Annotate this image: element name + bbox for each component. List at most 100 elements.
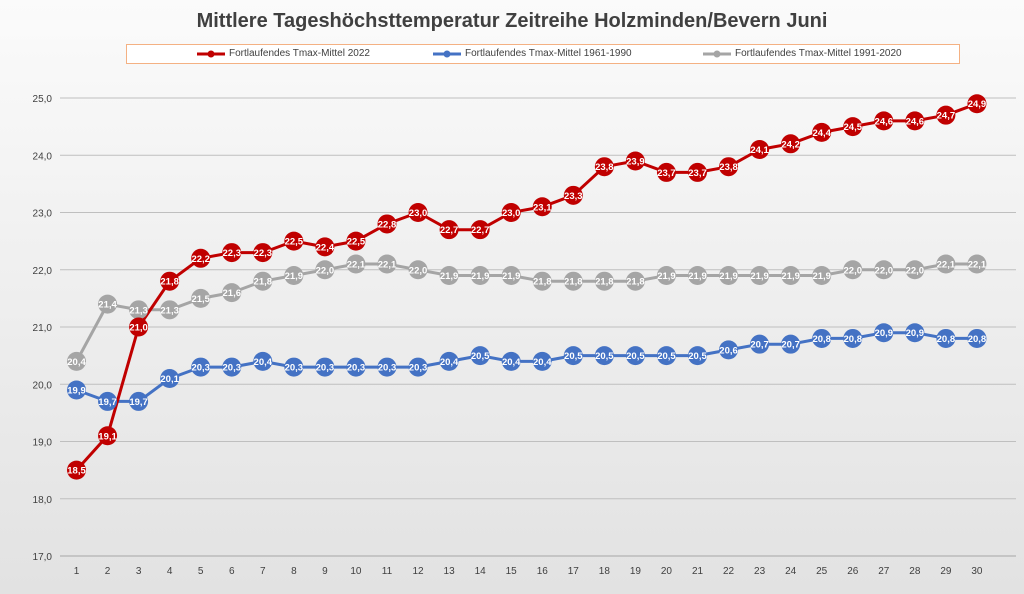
data-label-2022: 24,9 (968, 99, 987, 110)
data-point-2022 (625, 151, 645, 171)
data-point-1961-1990 (563, 346, 583, 366)
data-label-1991-2020: 22,0 (875, 265, 894, 276)
data-label-2022: 24,7 (937, 111, 956, 122)
x-tick-label: 25 (816, 566, 828, 577)
data-point-1991-2020 (253, 271, 273, 291)
data-label-2022: 23,8 (595, 162, 614, 173)
data-point-2022 (470, 220, 490, 240)
x-tick-label: 17 (568, 566, 580, 577)
data-label-2022: 23,0 (409, 208, 428, 219)
data-label-2022: 23,9 (626, 156, 645, 167)
data-label-1991-2020: 21,9 (781, 271, 800, 282)
data-point-2022 (408, 203, 428, 222)
data-point-2022 (688, 162, 707, 182)
data-label-1961-1990: 19,7 (98, 397, 117, 408)
x-tick-label: 11 (382, 566, 393, 577)
data-point-1991-2020 (656, 265, 676, 285)
data-point-1961-1990 (625, 346, 645, 366)
data-label-2022: 24,6 (906, 116, 925, 127)
data-point-2022 (129, 317, 149, 337)
data-label-1961-1990: 20,9 (875, 328, 894, 339)
legend-label-1961-1990: Fortlaufendes Tmax-Mittel 1961-1990 (465, 48, 632, 59)
x-tick-label: 15 (506, 566, 518, 577)
data-point-1991-2020 (222, 283, 242, 303)
data-label-1991-2020: 21,8 (564, 277, 583, 288)
data-label-1991-2020: 21,9 (657, 271, 676, 282)
data-label-1991-2020: 21,9 (502, 271, 521, 282)
chart-title: Mittlere Tageshöchsttemperatur Zeitreihe… (196, 10, 828, 32)
data-point-1961-1990 (750, 334, 770, 354)
data-point-1961-1990 (408, 357, 428, 377)
y-tick-label: 19,0 (33, 438, 53, 449)
data-label-1961-1990: 20,5 (471, 351, 490, 362)
data-label-1991-2020: 21,9 (688, 271, 707, 282)
data-point-1991-2020 (719, 265, 739, 285)
x-tick-label: 13 (444, 566, 456, 577)
data-label-1991-2020: 21,8 (533, 277, 552, 288)
y-tick-label: 24,0 (33, 151, 53, 162)
data-label-1961-1990: 20,3 (347, 363, 366, 374)
x-tick-label: 4 (167, 566, 173, 577)
x-tick-label: 16 (537, 566, 549, 577)
data-label-1961-1990: 20,5 (657, 351, 676, 362)
data-point-1961-1990 (284, 357, 304, 377)
data-label-1961-1990: 20,8 (812, 334, 831, 345)
data-label-1991-2020: 21,3 (160, 305, 179, 316)
data-point-1991-2020 (781, 265, 801, 285)
data-point-1991-2020 (191, 288, 211, 308)
data-point-1961-1990 (439, 351, 459, 371)
data-point-1991-2020 (501, 265, 521, 285)
data-label-1991-2020: 21,4 (98, 300, 117, 311)
data-label-1991-2020: 22,0 (409, 265, 428, 276)
data-label-1961-1990: 20,7 (781, 340, 800, 351)
data-point-1991-2020 (750, 265, 770, 285)
data-label-2022: 23,7 (688, 168, 707, 179)
x-tick-label: 30 (971, 566, 983, 577)
data-label-2022: 23,0 (502, 208, 521, 219)
x-tick-label: 3 (136, 566, 142, 577)
data-point-1991-2020 (812, 265, 832, 285)
data-label-1961-1990: 20,1 (160, 374, 179, 385)
data-point-1991-2020 (843, 260, 863, 280)
data-label-1991-2020: 21,5 (191, 294, 210, 305)
series-line-1961-1990 (75, 331, 977, 403)
data-label-1991-2020: 21,9 (471, 271, 490, 282)
y-tick-label: 23,0 (33, 209, 53, 220)
data-point-1961-1990 (781, 334, 801, 354)
data-point-2022 (719, 157, 739, 177)
data-point-2022 (439, 220, 459, 240)
data-point-2022 (98, 426, 118, 446)
x-tick-label: 5 (198, 566, 204, 577)
data-point-1961-1990 (656, 346, 676, 366)
data-point-1961-1990 (967, 328, 987, 348)
data-point-2022 (222, 243, 242, 263)
data-point-1991-2020 (874, 260, 894, 280)
data-label-1991-2020: 21,3 (129, 305, 148, 316)
legend-label-1991-2020: Fortlaufendes Tmax-Mittel 1991-2020 (735, 48, 902, 59)
legend-label-2022: Fortlaufendes Tmax-Mittel 2022 (229, 48, 370, 59)
x-tick-label: 27 (878, 566, 890, 577)
x-tick-label: 22 (723, 566, 735, 577)
x-tick-label: 21 (692, 566, 704, 577)
x-tick-label: 14 (475, 566, 487, 577)
data-label-2022: 22,5 (285, 237, 304, 248)
data-point-1961-1990 (129, 391, 149, 411)
data-label-2022: 18,5 (67, 466, 86, 477)
data-label-1961-1990: 20,6 (719, 345, 738, 356)
data-label-1961-1990: 20,5 (688, 351, 707, 362)
data-point-2022 (67, 460, 86, 480)
data-point-1961-1990 (377, 357, 397, 377)
data-label-1991-2020: 21,6 (223, 288, 242, 299)
data-point-1991-2020 (160, 300, 180, 320)
data-point-1991-2020 (532, 271, 552, 291)
data-label-1991-2020: 22,0 (844, 265, 863, 276)
data-point-1991-2020 (67, 351, 86, 371)
x-tick-label: 12 (412, 566, 424, 577)
data-label-1991-2020: 22,0 (316, 265, 335, 276)
data-label-2022: 19,1 (98, 431, 117, 442)
x-tick-label: 19 (630, 566, 642, 577)
data-point-1961-1990 (346, 357, 366, 377)
data-label-2022: 22,2 (191, 254, 210, 265)
